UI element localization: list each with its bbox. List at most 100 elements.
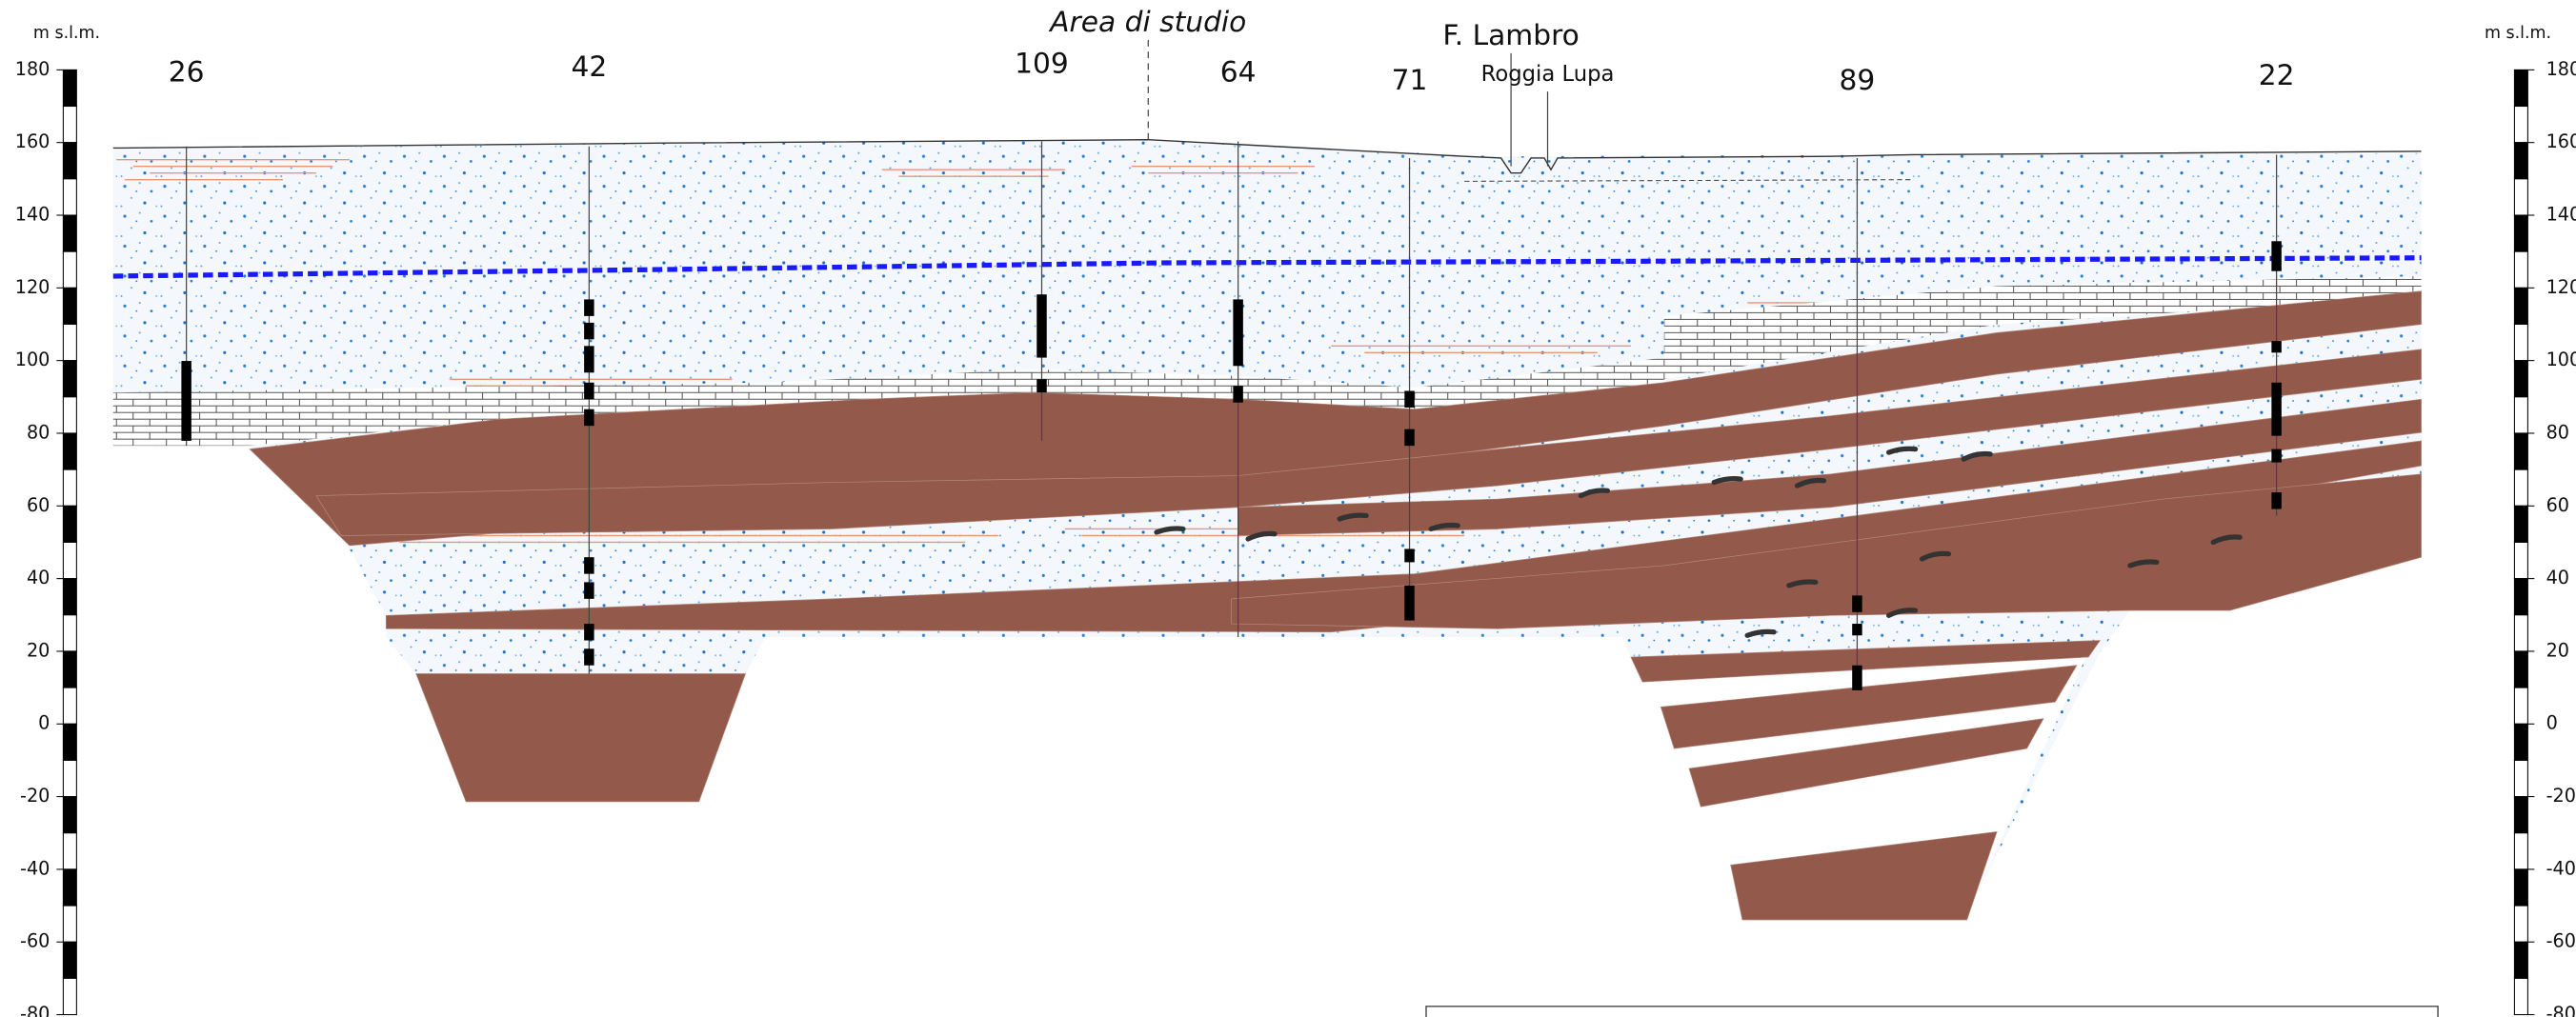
axis-tick-label: 0 <box>2546 712 2558 734</box>
axis-segment <box>63 724 76 760</box>
well-screen <box>1404 586 1414 621</box>
section-drawing: Area di studio F. Lambro Roggia Lupa m s… <box>15 6 2576 1017</box>
axis-segment <box>2514 506 2527 542</box>
axis-tick-label: -20 <box>20 785 50 807</box>
axis-tick-label: 100 <box>15 349 50 370</box>
well-screen <box>2271 492 2281 508</box>
canal-label: Roggia Lupa <box>1481 62 1615 87</box>
axis-segment <box>2514 688 2527 724</box>
axis-segment <box>63 760 76 796</box>
well-label: 89 <box>1840 64 1876 97</box>
axis-segment <box>63 469 76 506</box>
axis-segment <box>2514 288 2527 324</box>
axis-segment <box>63 906 76 942</box>
axis-segment <box>63 615 76 651</box>
axis-segment <box>2514 143 2527 179</box>
well-screen <box>584 346 594 372</box>
axis-tick-label: 40 <box>27 567 50 588</box>
axis-segment <box>2514 179 2527 215</box>
axis-tick-label: 40 <box>2546 567 2569 588</box>
axis-segment <box>63 433 76 469</box>
study-area-label: Area di studio <box>1048 6 1246 39</box>
axis-segment <box>2514 942 2527 978</box>
well-screen <box>584 323 594 339</box>
axis-tick-label: 160 <box>2546 130 2576 152</box>
axis-tick-label: 20 <box>27 639 50 661</box>
axis-segment <box>2514 542 2527 578</box>
well-screen <box>2271 449 2281 463</box>
axis-segment <box>63 324 76 360</box>
axis-segment <box>63 978 76 1014</box>
well-screen <box>584 409 594 426</box>
axis-segment <box>63 579 76 615</box>
axis-segment <box>63 397 76 433</box>
well-screen <box>2271 241 2281 270</box>
axis-tick-label: 140 <box>2546 204 2576 226</box>
well-screen <box>584 648 594 665</box>
well-screen <box>584 383 594 399</box>
axis-unit: m s.l.m. <box>2485 24 2551 43</box>
axis-segment <box>2514 724 2527 760</box>
axis-segment <box>63 107 76 143</box>
well-screen <box>1852 624 1862 635</box>
axis-segment <box>63 506 76 542</box>
axis-segment <box>63 651 76 688</box>
well-label: 109 <box>1015 48 1069 81</box>
axis-tick-label: 60 <box>27 494 50 516</box>
well-screen <box>1404 548 1414 562</box>
well-screen <box>584 557 594 573</box>
axis-segment <box>63 942 76 978</box>
axis-tick-label: 120 <box>15 276 50 298</box>
well-screen <box>181 361 191 441</box>
axis-segment <box>63 70 76 106</box>
well-label: 26 <box>169 55 205 89</box>
well-label: 22 <box>2259 59 2295 92</box>
axis-tick-label: -80 <box>20 1003 50 1017</box>
axis-segment <box>2514 324 2527 360</box>
axis-segment <box>63 288 76 324</box>
axis-segment <box>63 688 76 724</box>
well-screen <box>1233 386 1242 402</box>
axis-tick-label: 0 <box>38 712 50 734</box>
axis-segment <box>2514 251 2527 288</box>
axis-tick-label: -60 <box>2546 930 2576 952</box>
axis-unit: m s.l.m. <box>33 24 100 43</box>
well-screen <box>1036 294 1046 357</box>
axis-segment <box>2514 397 2527 433</box>
well-screen <box>2271 383 2281 436</box>
well-label: 42 <box>571 50 607 84</box>
axis-segment <box>63 869 76 906</box>
axis-segment <box>63 361 76 397</box>
axis-segment <box>2514 215 2527 251</box>
axis-segment <box>2514 760 2527 796</box>
well-screen <box>584 624 594 640</box>
axis-tick-label: -40 <box>2546 857 2576 879</box>
cross-section: Area di studio F. Lambro Roggia Lupa m s… <box>0 0 2576 1017</box>
axis-segment <box>2514 107 2527 143</box>
axis-segment <box>2514 978 2527 1014</box>
axis-segment <box>2514 797 2527 833</box>
axis-tick-label: 80 <box>27 421 50 443</box>
axis-segment <box>63 251 76 288</box>
axis-segment <box>2514 651 2527 688</box>
axis-segment <box>63 215 76 251</box>
river-label: F. Lambro <box>1442 19 1579 52</box>
axis-tick-label: 180 <box>15 58 50 80</box>
axis-segment <box>2514 361 2527 397</box>
axis-tick-label: 100 <box>2546 349 2576 370</box>
axis-segment <box>63 179 76 215</box>
axis-segment <box>2514 433 2527 469</box>
axis-segment <box>63 143 76 179</box>
well-screen <box>584 299 594 315</box>
axis-segment <box>2514 469 2527 506</box>
axis-tick-label: 80 <box>2546 421 2569 443</box>
axis-segment <box>2514 906 2527 942</box>
axis-tick-label: 180 <box>2546 58 2576 80</box>
axis-tick-label: -60 <box>20 930 50 952</box>
axis-tick-label: -40 <box>20 857 50 879</box>
well-screen <box>1404 429 1414 446</box>
axis-segment <box>2514 869 2527 906</box>
axis-tick-label: -80 <box>2546 1003 2576 1017</box>
well-screen <box>1852 666 1862 690</box>
axis-tick-label: 140 <box>15 204 50 226</box>
